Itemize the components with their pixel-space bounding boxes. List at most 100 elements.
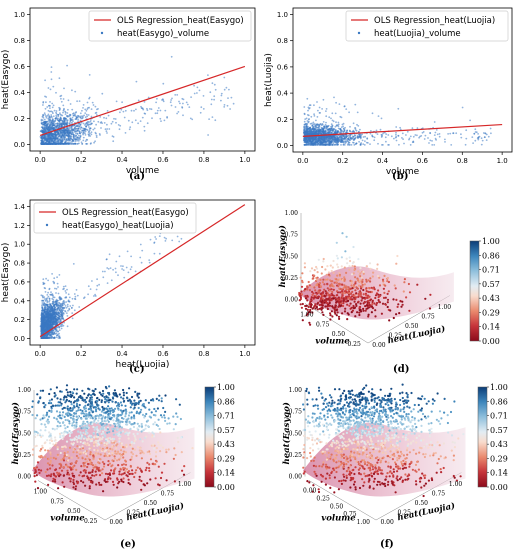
scatter-point bbox=[353, 139, 355, 142]
scatter-point bbox=[43, 139, 46, 142]
scatter-point bbox=[303, 106, 306, 108]
scatter-point bbox=[80, 115, 82, 117]
scatter-point bbox=[47, 279, 49, 282]
scatter-point bbox=[334, 128, 337, 131]
scatter-point bbox=[336, 141, 339, 144]
scatter-point bbox=[82, 122, 85, 125]
scatter-point bbox=[146, 107, 148, 110]
x-tick-label: 1.0 bbox=[497, 157, 508, 165]
scatter-point bbox=[55, 114, 58, 117]
scatter-point bbox=[41, 126, 44, 128]
scatter-point bbox=[342, 131, 345, 134]
scatter-point bbox=[84, 140, 87, 143]
scatter-point bbox=[57, 143, 60, 145]
scatter-point bbox=[361, 139, 364, 142]
chart-panel-b: 0.0 0.2 0.4 0.6 0.8 1.00.00.20.40.60.81.0volu… bbox=[264, 7, 513, 177]
scatter-point bbox=[331, 130, 334, 133]
scatter-point bbox=[45, 277, 47, 280]
scatter-point bbox=[56, 282, 59, 285]
scatter-point bbox=[146, 109, 149, 112]
y-tick-label: 1.0 bbox=[277, 11, 288, 19]
scatter-point bbox=[41, 142, 43, 145]
x-tick-label: 0.2 bbox=[76, 156, 87, 164]
scatter-point bbox=[90, 142, 92, 145]
scatter-point bbox=[55, 302, 58, 304]
scatter-point bbox=[455, 132, 458, 135]
scatter-point bbox=[349, 125, 351, 128]
scatter-point bbox=[53, 142, 56, 145]
y-axis-label: heat(Luojia) bbox=[264, 53, 274, 107]
x-tick-label: 0.6 bbox=[157, 156, 169, 164]
scatter-point bbox=[43, 121, 46, 123]
scatter-point bbox=[433, 134, 436, 137]
scatter-point bbox=[59, 117, 62, 120]
scatter-point bbox=[70, 126, 73, 128]
scatter-point bbox=[397, 107, 400, 110]
x-tick-label: 0.0 bbox=[35, 156, 46, 164]
scatter-point bbox=[117, 274, 119, 277]
scatter-point bbox=[84, 123, 87, 125]
scatter-point bbox=[130, 255, 133, 258]
scatter-point bbox=[339, 127, 341, 130]
scatter-point bbox=[331, 112, 334, 115]
scatter-point bbox=[117, 124, 120, 126]
scatter-point bbox=[313, 133, 316, 136]
scatter-point bbox=[319, 123, 322, 125]
scatter-point bbox=[67, 293, 70, 296]
scatter-point bbox=[64, 310, 66, 312]
scatter-point bbox=[97, 108, 99, 110]
scatter-point bbox=[113, 117, 115, 120]
scatter-point bbox=[207, 74, 209, 76]
scatter-point bbox=[46, 121, 48, 123]
scatter-point bbox=[52, 115, 55, 118]
scatter-point bbox=[474, 128, 477, 131]
scatter-point bbox=[306, 122, 309, 125]
scatter-point bbox=[397, 135, 400, 137]
scatter-point bbox=[55, 130, 58, 133]
scatter-point bbox=[76, 136, 78, 139]
scatter-point bbox=[340, 144, 342, 146]
scatter-point bbox=[436, 133, 439, 136]
scatter-point bbox=[58, 337, 61, 339]
scatter-point bbox=[68, 296, 71, 299]
scatter-point bbox=[325, 121, 327, 124]
scatter-point bbox=[97, 120, 100, 123]
scatter-point bbox=[75, 111, 78, 113]
scatter-point bbox=[49, 124, 51, 127]
scatter-point bbox=[412, 135, 415, 138]
scatter-point bbox=[310, 131, 313, 134]
scatter-point bbox=[60, 297, 62, 300]
scatter-point bbox=[423, 138, 426, 140]
scatter-point bbox=[42, 116, 45, 119]
scatter-point bbox=[52, 305, 55, 308]
scatter-point bbox=[71, 116, 74, 119]
y-axis-label: heat(Easygo) bbox=[1, 50, 11, 110]
scatter-point bbox=[317, 109, 319, 112]
scatter-point bbox=[303, 140, 306, 142]
scatter-point bbox=[94, 131, 97, 134]
scatter-point bbox=[164, 240, 167, 242]
scatter-point bbox=[480, 137, 483, 140]
scatter-point bbox=[56, 124, 59, 127]
scatter-point bbox=[170, 104, 173, 107]
scatter-point bbox=[317, 142, 319, 144]
scatter-point bbox=[303, 131, 306, 133]
scatter-point bbox=[170, 99, 173, 101]
scatter-point bbox=[464, 143, 467, 146]
scatter-point bbox=[311, 143, 314, 146]
scatter-point bbox=[382, 144, 384, 146]
scatter-point bbox=[139, 243, 142, 246]
scatter-point bbox=[433, 144, 436, 146]
scatter-point bbox=[74, 118, 77, 120]
scatter-point bbox=[321, 108, 323, 110]
scatter-point bbox=[78, 137, 81, 140]
scatter-point bbox=[312, 121, 315, 124]
scatter-point bbox=[69, 103, 72, 105]
scatter-point bbox=[91, 101, 94, 104]
scatter-point bbox=[124, 109, 127, 112]
scatter-point bbox=[127, 119, 130, 122]
scatter-point bbox=[90, 115, 93, 118]
scatter-point bbox=[54, 137, 57, 139]
scatter-point bbox=[315, 139, 318, 142]
scatter-point bbox=[76, 100, 78, 103]
